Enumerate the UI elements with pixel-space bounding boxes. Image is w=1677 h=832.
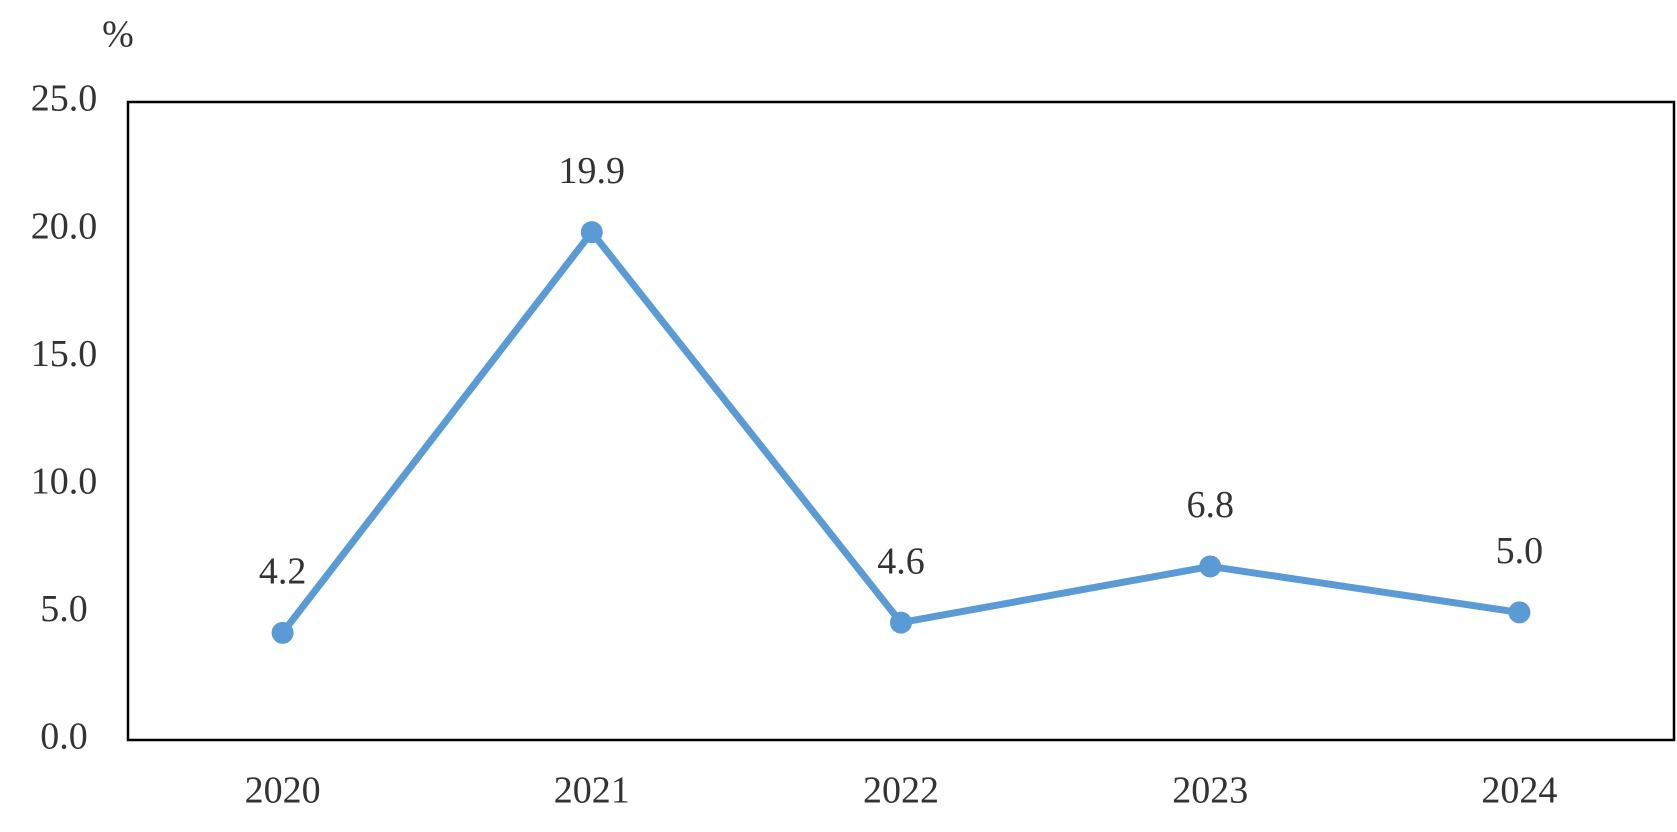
data-label: 4.6	[877, 540, 925, 582]
plot-frame	[126, 100, 1676, 742]
data-label: 6.8	[1186, 484, 1234, 526]
y-tick-label: 10.0	[31, 461, 98, 503]
y-tick-label: 15.0	[31, 333, 98, 375]
data-label: 19.9	[559, 150, 626, 192]
data-label: 5.0	[1496, 530, 1544, 572]
x-tick-label: 2023	[1172, 770, 1248, 812]
x-tick-label: 2022	[863, 770, 939, 812]
x-tick-label: 2024	[1481, 770, 1557, 812]
y-tick-label: 20.0	[31, 205, 98, 247]
point	[271, 621, 294, 644]
point	[890, 611, 912, 634]
data-label: 4.2	[259, 551, 307, 593]
x-tick-label: 2021	[554, 770, 630, 812]
point	[1508, 601, 1531, 624]
y-tick-label: 5.0	[40, 588, 88, 630]
point	[1199, 555, 1222, 578]
y-axis-label: %	[102, 14, 134, 56]
x-tick-label: 2020	[245, 770, 321, 812]
y-tick-label: 25.0	[31, 78, 98, 120]
point	[580, 221, 603, 244]
y-tick-label: 0.0	[40, 716, 88, 758]
